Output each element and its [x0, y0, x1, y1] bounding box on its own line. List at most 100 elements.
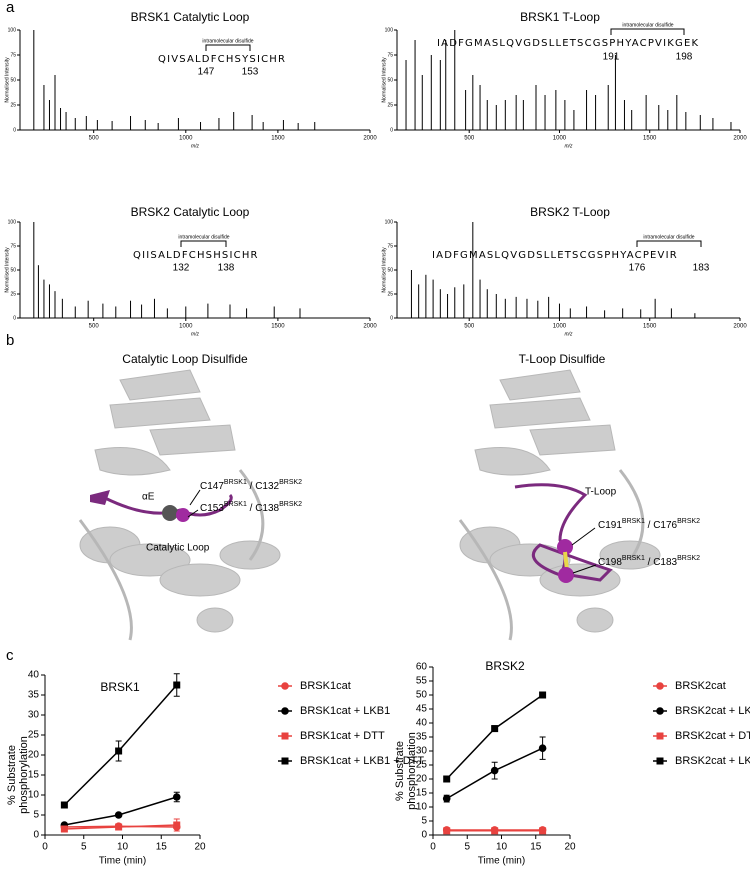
axis [432, 667, 570, 836]
data-point [490, 766, 499, 775]
y-tick-label: 5 [421, 816, 427, 827]
x-tick-label: 15 [156, 842, 168, 853]
x-tick-label: 1000 [179, 136, 193, 142]
residue-number: 183 [693, 263, 710, 274]
residue: C153 [200, 503, 224, 514]
residue-number: 138 [218, 263, 235, 274]
x-tick-label: 2000 [733, 324, 747, 330]
residue-number: 198 [676, 52, 693, 63]
y-tick-label: 50 [387, 77, 393, 83]
chart-title: BRSK2 [485, 659, 525, 673]
y-tick-label: 20 [28, 750, 40, 761]
y-tick-label: 100 [385, 219, 394, 225]
y-tick-label: 15 [416, 788, 428, 799]
y-tick-label: 0 [13, 315, 16, 321]
site-label: C147BRSK1 / C132BRSK2 [200, 479, 302, 492]
x-axis-label: m/z [191, 331, 200, 337]
chart-title: BRSK1 T-Loop [520, 10, 600, 24]
y-tick-label: 50 [416, 690, 428, 701]
x-tick-label: 5 [464, 842, 470, 853]
sequence-annotation: QIVSALDFCHSYSICHR intramolecular disulfi… [133, 22, 710, 273]
legend-marker [656, 682, 664, 690]
bond-label: intramolecular disulfide [622, 22, 673, 28]
loop-highlight [90, 483, 613, 583]
x-tick-label: 5 [81, 842, 87, 853]
y-tick-label: 25 [10, 291, 16, 297]
legend-marker [656, 732, 664, 740]
residue: / C183 [645, 557, 678, 568]
y-tick-label: 50 [387, 267, 393, 273]
residue-number: 176 [629, 263, 646, 274]
panel-label: b [6, 332, 14, 349]
residue: C147 [200, 481, 224, 492]
x-tick-label: 1500 [271, 324, 285, 330]
residue: / C138 [247, 503, 280, 514]
y-axis-label: phosphorylation [18, 736, 30, 814]
legend-label: BRSK1cat + LKB1 [300, 705, 390, 717]
structure-title: Catalytic Loop Disulfide [122, 352, 248, 366]
superscript: BRSK2 [677, 555, 700, 562]
x-tick-label: 1000 [179, 324, 193, 330]
data-point [172, 793, 181, 801]
x-tick-label: 20 [564, 842, 576, 853]
residue: / C132 [247, 481, 280, 492]
y-axis-label: Normalised Intensity [4, 247, 10, 293]
bond-label: intramolecular disulfide [643, 234, 694, 240]
data-point [60, 825, 68, 833]
data-point [60, 801, 68, 809]
y-tick-label: 5 [33, 810, 39, 821]
peptide-sequence: IADFGMASLQVGDSLLETSCGSPHYACPEVIR [432, 250, 678, 261]
y-tick-label: 45 [416, 704, 428, 715]
y-axis-label: Normalised Intensity [4, 57, 10, 103]
y-tick-label: 40 [28, 670, 40, 681]
x-tick-label: 1000 [553, 136, 567, 142]
x-tick-label: 0 [42, 842, 48, 853]
panel-label: c [6, 647, 14, 664]
legend-label: BRSK2cat + LKB1 + DTT [675, 755, 750, 767]
series-line [63, 684, 178, 806]
residue: C198 [598, 557, 622, 568]
x-tick-label: 2000 [363, 324, 377, 330]
x-tick-label: 20 [194, 842, 206, 853]
x-tick-label: 15 [530, 842, 542, 853]
superscript: BRSK2 [279, 501, 302, 508]
y-axis-label: Normalised Intensity [381, 57, 387, 103]
y-tick-label: 10 [416, 802, 428, 813]
y-axis-label: phosphorylation [406, 732, 418, 810]
bond-bracket [636, 240, 702, 247]
y-tick-label: 40 [416, 718, 428, 729]
legend-marker [656, 757, 664, 765]
y-tick-label: 55 [416, 676, 428, 687]
x-axis-label: Time (min) [478, 856, 525, 867]
x-tick-label: 500 [89, 136, 100, 142]
y-tick-label: 50 [10, 267, 16, 273]
y-tick-label: 75 [10, 243, 16, 249]
data-point [442, 794, 451, 803]
x-axis-label: m/z [564, 331, 573, 337]
residue-number: 191 [603, 52, 620, 63]
peptide-sequence: QIVSALDFCHSYSICHR [158, 54, 286, 65]
residue-number: 153 [242, 67, 259, 78]
y-tick-label: 100 [385, 27, 394, 33]
y-tick-label: 100 [8, 27, 17, 33]
y-tick-label: 0 [13, 127, 16, 133]
x-axis-label: Time (min) [99, 856, 146, 867]
y-tick-label: 15 [28, 770, 40, 781]
helix-label: αE [142, 492, 155, 503]
legend-label: BRSK1cat + LKB1 + DTT [300, 755, 424, 767]
y-tick-label: 30 [28, 710, 40, 721]
x-tick-label: 1500 [643, 324, 657, 330]
axis [44, 675, 200, 836]
y-tick-label: 35 [28, 690, 40, 701]
x-tick-label: 1500 [271, 136, 285, 142]
bond-bracket [180, 240, 227, 247]
y-axis-label: % Substrate [6, 745, 18, 805]
peptide-sequence: IADFGMASLQVGDSLLETSCGSPHYACPVIKGEK [437, 38, 699, 49]
y-tick-label: 35 [416, 732, 428, 743]
chart-title: BRSK1 [100, 680, 140, 694]
loop-label: Catalytic Loop [146, 543, 210, 554]
legend-marker [656, 707, 664, 715]
axis [19, 30, 370, 131]
y-tick-label: 75 [387, 52, 393, 58]
y-tick-label: 25 [387, 102, 393, 108]
